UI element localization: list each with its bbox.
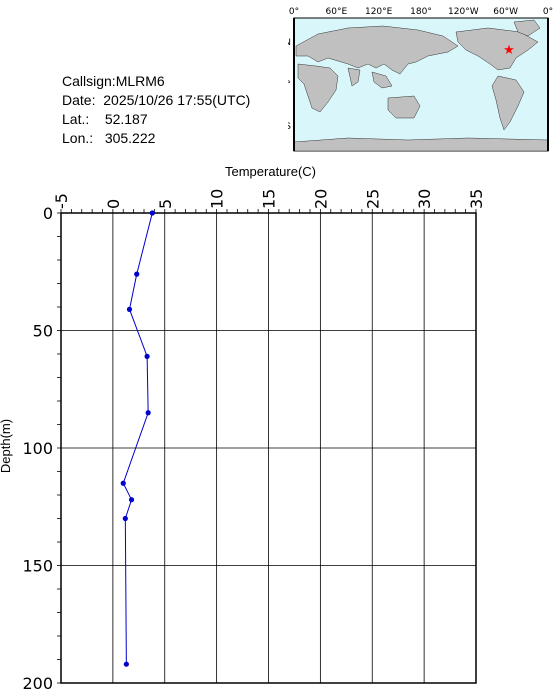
map-landmasses bbox=[293, 19, 549, 152]
x-tick-label: 20 bbox=[311, 189, 330, 209]
map-longitude-label: 120°W bbox=[448, 7, 479, 17]
lon-label: Lon.: bbox=[62, 130, 94, 146]
x-tick-label: 35 bbox=[467, 189, 486, 209]
date-label: Date: bbox=[62, 92, 96, 108]
y-tick-label: 200 bbox=[22, 674, 53, 690]
y-tick-label: 50 bbox=[33, 322, 53, 341]
chart-minor-ticks bbox=[57, 209, 477, 684]
map-land-africa bbox=[297, 63, 339, 113]
date-value: 2025/10/26 17:55(UTC) bbox=[103, 92, 251, 108]
y-axis-title: Depth(m) bbox=[0, 419, 13, 473]
x-tick-label: 30 bbox=[415, 189, 434, 209]
x-tick-label: 0 bbox=[104, 199, 123, 209]
station-star-marker: ★ bbox=[503, 42, 515, 57]
map-longitude-label: 60°E bbox=[326, 7, 348, 17]
lat-row: Lat.: 52.187 bbox=[62, 110, 250, 129]
map-land-eurasia bbox=[295, 25, 459, 75]
map-longitude-label: 0° bbox=[543, 7, 553, 17]
lon-row: Lon.: 305.222 bbox=[62, 129, 250, 148]
x-tick-label: 15 bbox=[260, 189, 279, 209]
profile-data-point bbox=[144, 353, 150, 359]
callsign-label: Callsign: bbox=[62, 73, 116, 89]
map-land-greenland bbox=[513, 19, 541, 37]
y-tick-label: 100 bbox=[22, 439, 53, 458]
x-tick-label: -5 bbox=[52, 193, 71, 209]
profile-data-point bbox=[145, 410, 151, 416]
x-tick-label: 10 bbox=[208, 189, 227, 209]
station-info: Callsign:MLRM6 Date: 2025/10/26 17:55(UT… bbox=[62, 72, 250, 148]
profile-data-point bbox=[149, 210, 155, 216]
callsign-row: Callsign:MLRM6 bbox=[62, 72, 250, 91]
y-tick-labels: 0 50 100 150 200 bbox=[22, 204, 53, 690]
map-land-seasia bbox=[371, 71, 393, 89]
map-longitude-labels: 0° 60°E 120°E 180° 120°W 60°W 0° bbox=[289, 7, 553, 17]
date-row: Date: 2025/10/26 17:55(UTC) bbox=[62, 91, 250, 110]
callsign-value: MLRM6 bbox=[115, 73, 165, 89]
map-longitude-label: 120°E bbox=[365, 7, 393, 17]
profile-data-point bbox=[126, 306, 133, 312]
map-longitude-label: 180° bbox=[410, 7, 432, 17]
x-tick-labels: -5 0 5 10 15 20 25 30 35 bbox=[52, 189, 486, 209]
temperature-profile-line bbox=[122, 212, 153, 665]
lon-value: 305.222 bbox=[104, 130, 156, 146]
map-longitude-label: 0° bbox=[289, 7, 299, 17]
profile-data-point bbox=[122, 515, 128, 522]
temperature-profile-points bbox=[120, 210, 155, 667]
map-land-australia bbox=[387, 95, 421, 119]
lat-label: Lat.: bbox=[62, 111, 90, 127]
plot-frame bbox=[60, 212, 477, 684]
map-longitude-label: 60°W bbox=[493, 7, 518, 17]
y-tick-label: 0 bbox=[43, 204, 53, 223]
profile-data-point bbox=[123, 661, 129, 667]
x-tick-label: 25 bbox=[363, 189, 382, 209]
map-land-antarctica bbox=[293, 137, 549, 152]
x-tick-label: 5 bbox=[156, 199, 175, 209]
map-land-southamerica bbox=[491, 75, 525, 131]
x-axis-title: Temperature(C) bbox=[225, 164, 316, 179]
profile-data-point bbox=[120, 480, 126, 486]
profile-data-point bbox=[134, 271, 140, 277]
lat-value: 52.187 bbox=[104, 111, 148, 127]
map-land-india bbox=[347, 67, 361, 87]
y-tick-label: 150 bbox=[22, 557, 53, 576]
profile-data-point bbox=[128, 497, 135, 503]
chart-grid bbox=[60, 212, 477, 684]
